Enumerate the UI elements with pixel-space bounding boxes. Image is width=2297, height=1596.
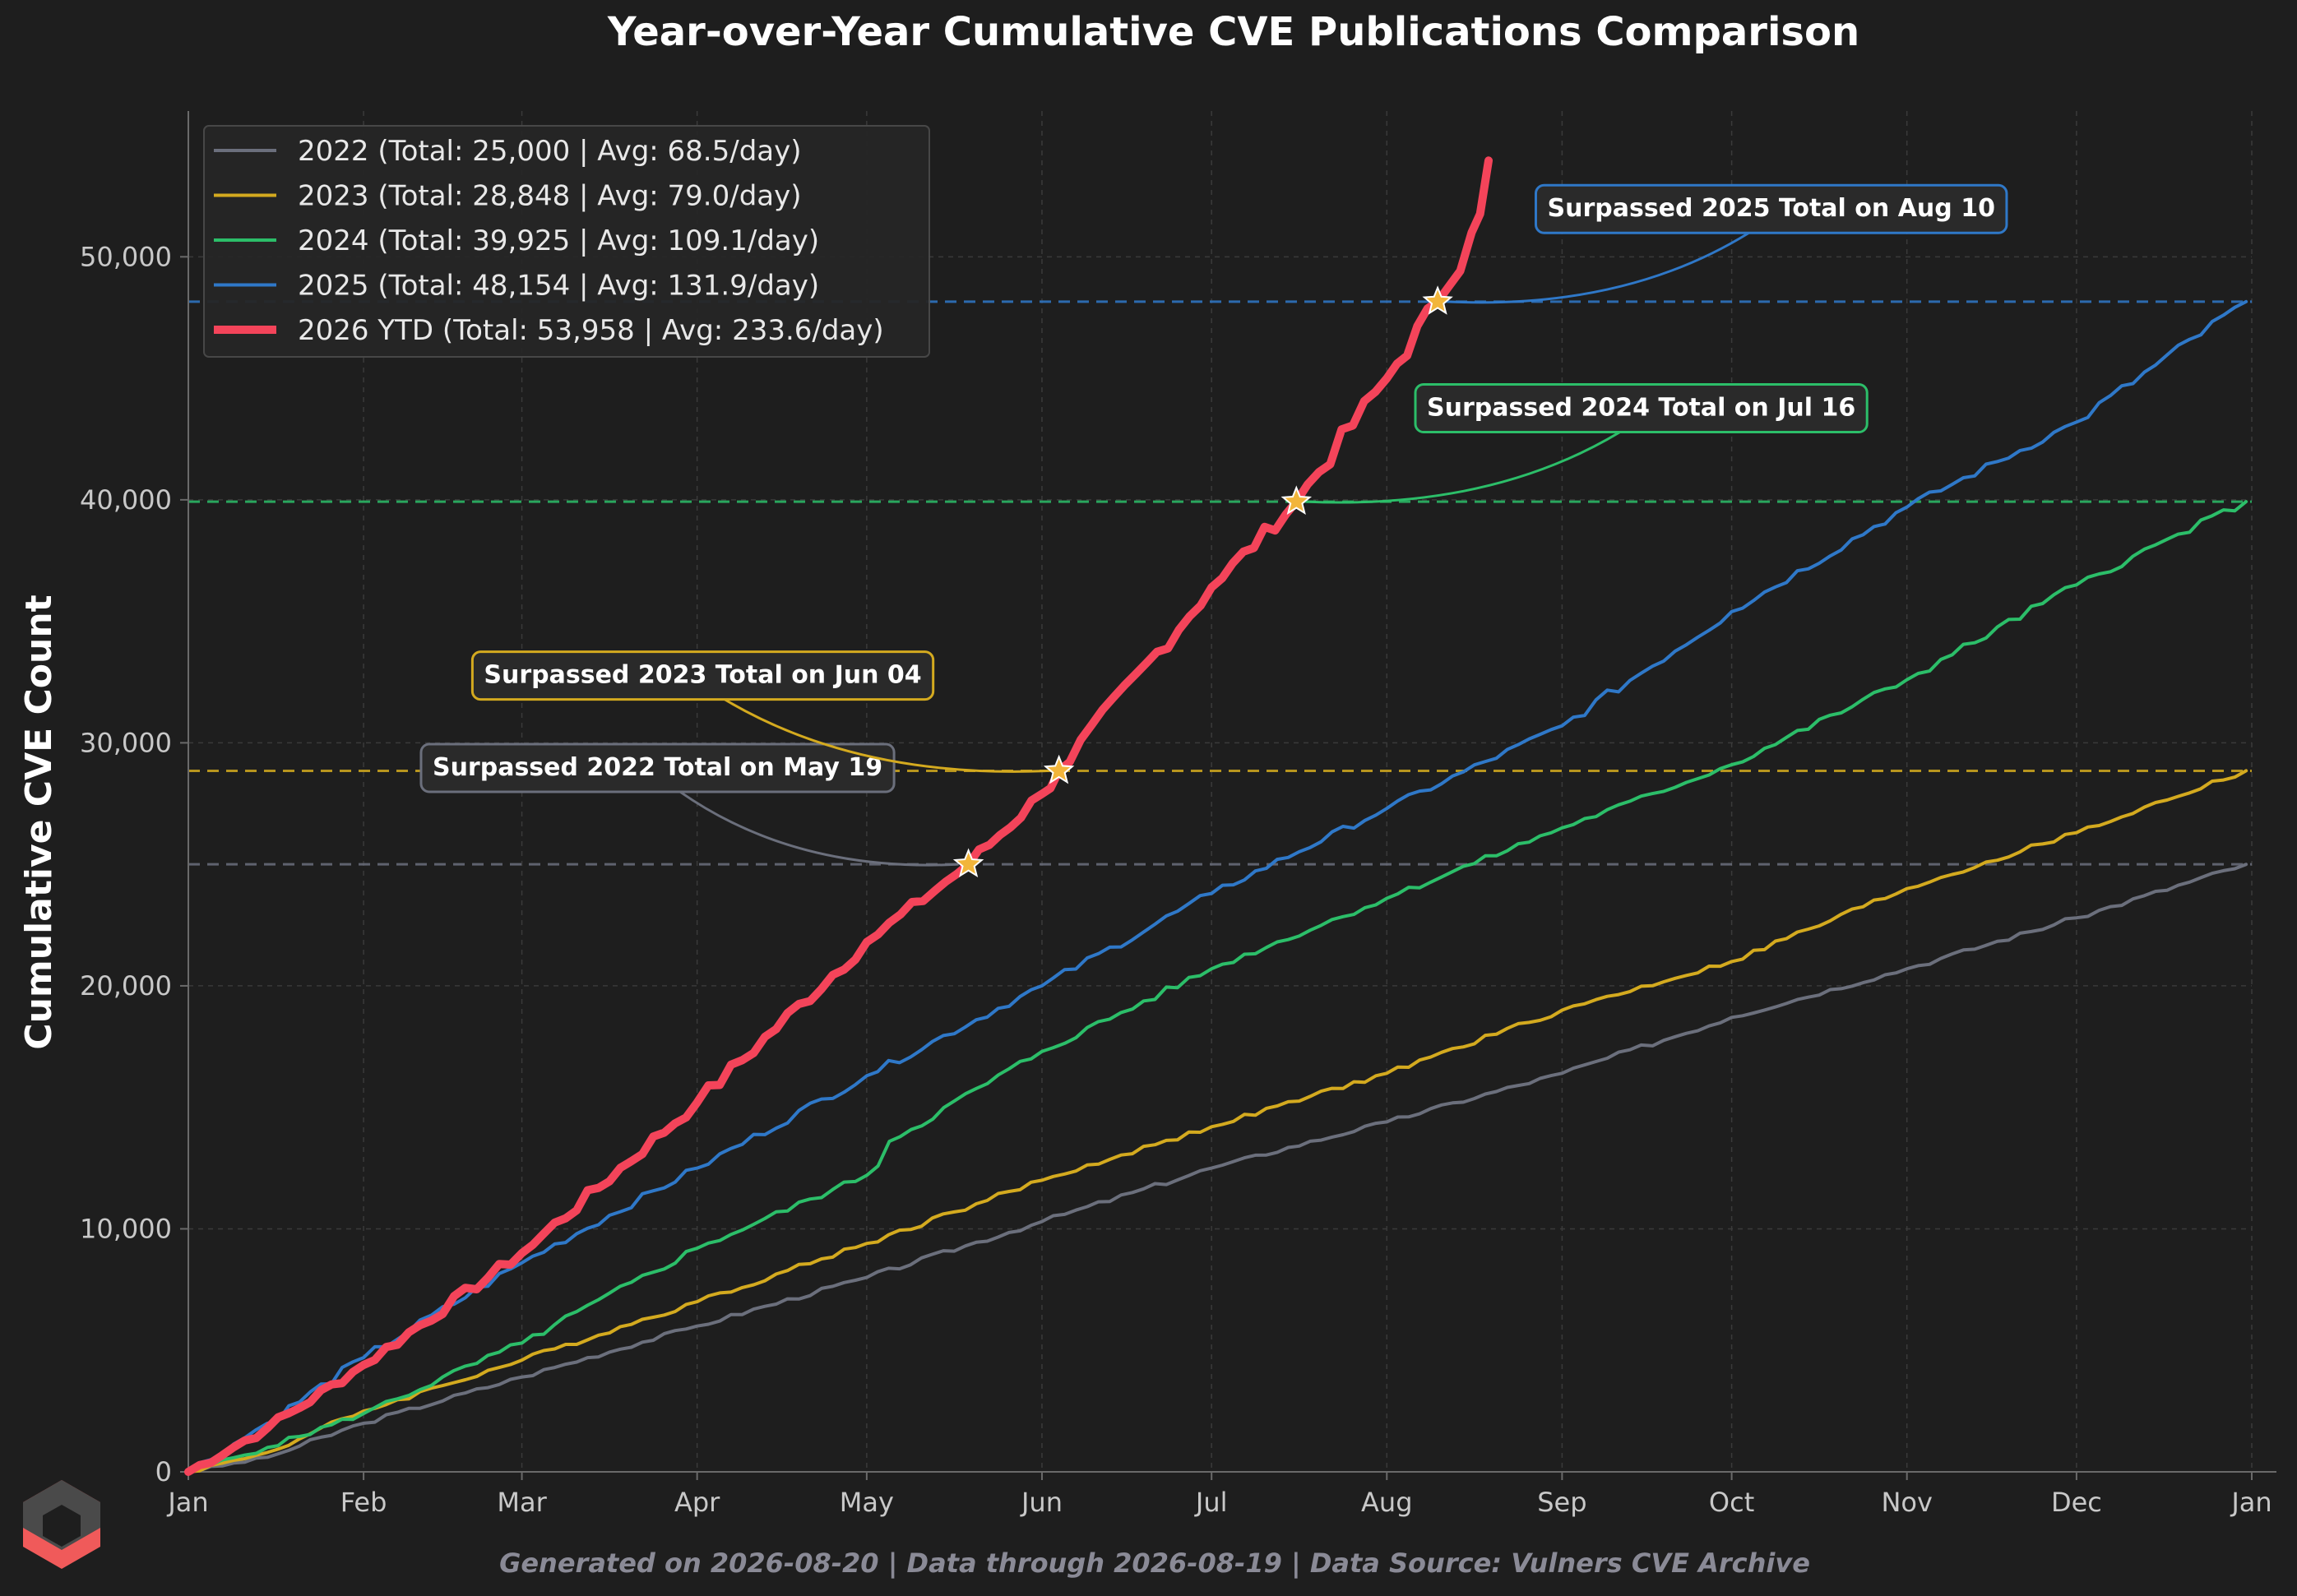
annotation-text: Surpassed 2022 Total on May 19: [433, 753, 882, 782]
series-line-y2025: [187, 299, 2248, 1473]
y-tick-label: 20,000: [80, 970, 172, 1002]
footer-text: Generated on 2026-08-20 | Data through 2…: [499, 1547, 1810, 1580]
x-tick-label: Jan: [2230, 1487, 2272, 1518]
y-tick-label: 0: [155, 1456, 172, 1487]
legend: 2022 (Total: 25,000 | Avg: 68.5/day) 2023…: [203, 125, 930, 358]
legend-box: [203, 125, 930, 358]
x-tick-label: Sep: [1537, 1487, 1586, 1518]
legend-label: 2025 (Total: 48,154 | Avg: 131.9/day): [298, 270, 819, 303]
chart-title: Year-over-Year Cumulative CVE Publicatio…: [607, 9, 1859, 55]
annotation-arrow: [679, 790, 959, 867]
x-tick-label: Oct: [1709, 1487, 1754, 1518]
annotation-text: Surpassed 2024 Total on Jul 16: [1427, 394, 1855, 423]
annotation-box: [470, 650, 935, 701]
vulners-logo-icon: [23, 1480, 100, 1569]
y-tick-label: 50,000: [80, 241, 172, 272]
legend-label: 2023 (Total: 28,848 | Avg: 79.0/day): [298, 180, 802, 213]
annotation-arrow: [724, 698, 1049, 773]
milestone-star-icon: [1280, 485, 1313, 515]
x-tick-label: Jun: [1020, 1487, 1063, 1518]
annotation-box: [1414, 383, 1869, 434]
x-tick-label: Jan: [166, 1487, 208, 1518]
milestone-star-icon: [952, 848, 984, 878]
x-tick-label: Aug: [1361, 1487, 1412, 1518]
annotation-text: Surpassed 2023 Total on Jun 04: [484, 661, 921, 690]
annotation-arrow: [1306, 431, 1621, 504]
axes: Jan Feb Mar Apr May Jun Jul Aug Sep Oct Nov Dec Jan0…: [80, 111, 2276, 1518]
milestone-star-icon: [1422, 285, 1453, 315]
annotation-box: [419, 742, 896, 793]
annotation-text: Surpassed 2025 Total on Aug 10: [1547, 194, 1994, 223]
legend-label: 2024 (Total: 39,925 | Avg: 109.1/day): [298, 224, 819, 257]
x-tick-label: Nov: [1881, 1487, 1932, 1518]
legend-label: 2022 (Total: 25,000 | Avg: 68.5/day): [298, 135, 802, 168]
series-line-y2024: [187, 500, 2248, 1473]
legend-label: 2026 YTD (Total: 53,958 | Avg: 233.6/day…: [298, 314, 884, 347]
series-line-y2026: [184, 156, 1493, 1476]
x-tick-label: Jul: [1194, 1487, 1228, 1518]
y-tick-label: 10,000: [80, 1213, 172, 1244]
annotations: Surpassed 2022 Total on May 19 Surpassed …: [419, 183, 2008, 878]
series-lines: [184, 156, 2248, 1476]
milestone-star-icon: [1043, 754, 1075, 784]
annotation-box: [1534, 183, 2008, 234]
y-tick-label: 30,000: [80, 727, 172, 758]
annotation-arrow: [1447, 231, 1750, 304]
x-tick-label: Dec: [2051, 1487, 2102, 1518]
x-tick-label: Feb: [340, 1487, 387, 1518]
y-axis-label: Cumulative CVE Count: [18, 594, 60, 1049]
x-tick-label: Apr: [674, 1487, 720, 1518]
series-line-y2022: [187, 863, 2248, 1473]
series-line-y2023: [187, 769, 2248, 1473]
x-tick-label: Mar: [497, 1487, 547, 1518]
y-tick-label: 40,000: [80, 484, 172, 516]
x-tick-label: May: [840, 1487, 894, 1518]
